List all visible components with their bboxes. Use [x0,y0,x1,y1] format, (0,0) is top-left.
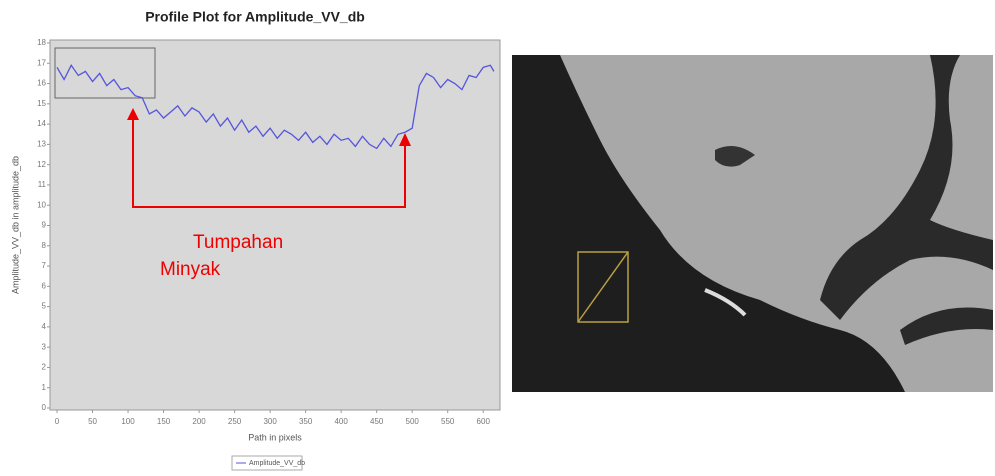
y-tick-label: 1 [42,383,47,392]
x-tick-label: 600 [477,417,491,426]
x-tick-label: 200 [192,417,206,426]
y-tick-label: 7 [42,261,47,270]
sar-image [512,55,993,392]
chart-title: Profile Plot for Amplitude_VV_db [145,9,365,25]
x-tick-label: 350 [299,417,313,426]
y-tick-label: 5 [42,302,47,311]
y-tick-label: 18 [37,38,46,47]
x-tick-label: 450 [370,417,384,426]
x-tick-label: 150 [157,417,171,426]
x-tick-label: 50 [88,417,97,426]
page: Profile Plot for Amplitude_VV_db Amplitu… [0,0,995,471]
y-tick-label: 15 [37,99,46,108]
y-tick-label: 16 [37,79,46,88]
y-tick-label: 2 [42,363,47,372]
y-tick-label: 10 [37,200,46,209]
y-tick-label: 4 [42,322,47,331]
annotation: Minyak [160,259,221,280]
y-tick-label: 17 [37,58,46,67]
y-tick-label: 14 [37,119,46,128]
y-tick-label: 9 [42,221,47,230]
x-tick-label: 550 [441,417,455,426]
y-tick-label: 13 [37,139,46,148]
x-axis-label: Path in pixels [248,432,302,442]
annotation: Tumpahan [193,232,283,253]
x-tick-label: 300 [263,417,277,426]
x-tick-label: 250 [228,417,242,426]
x-tick-label: 100 [121,417,135,426]
legend-label: Amplitude_VV_db [249,460,305,467]
y-tick-label: 12 [37,160,46,169]
x-tick-label: 0 [55,417,60,426]
y-tick-label: 8 [42,241,47,250]
tooltip-box [55,48,155,98]
x-tick-label: 400 [334,417,348,426]
y-tick-label: 3 [42,342,47,351]
x-tick-label: 500 [406,417,420,426]
y-tick-label: 11 [38,180,47,189]
y-tick-label: 6 [42,281,47,290]
y-tick-label: 0 [42,403,47,412]
y-axis-label: Amplitude_VV_db in amplitude_db [10,156,20,294]
